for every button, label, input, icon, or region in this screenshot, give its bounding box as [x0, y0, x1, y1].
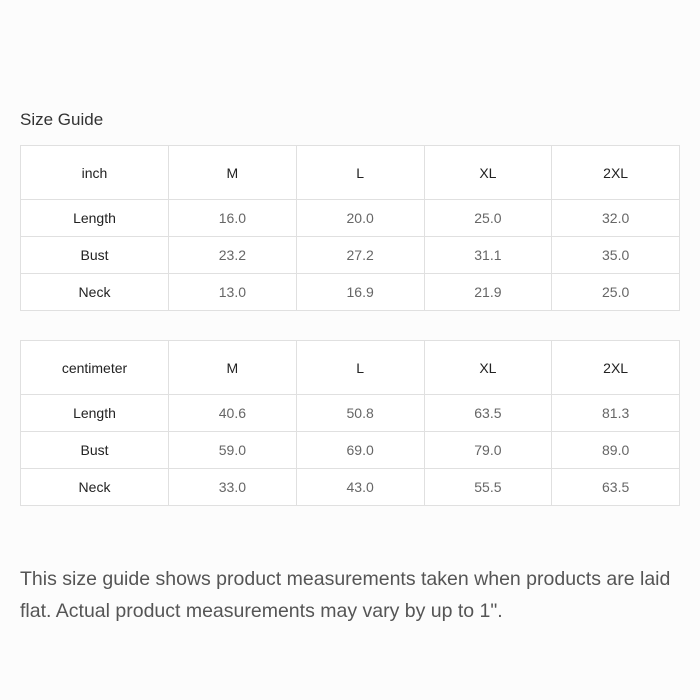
unit-header: inch	[20, 145, 169, 200]
size-header: M	[168, 145, 297, 200]
measurement-value: 81.3	[551, 394, 680, 432]
table-row: Length 16.0 20.0 25.0 32.0	[20, 199, 680, 237]
measurement-value: 21.9	[423, 273, 553, 311]
measurement-label: Bust	[20, 236, 169, 274]
size-header: XL	[423, 340, 553, 395]
size-table-centimeter: centimeter M L XL 2XL Length 40.6 50.8 63.5 81.3 B…	[20, 340, 680, 506]
measurement-value: 16.0	[168, 199, 297, 237]
measurement-value: 13.0	[168, 273, 297, 311]
measurement-label: Neck	[20, 468, 169, 506]
measurement-value: 25.0	[423, 199, 553, 237]
measurement-value: 20.0	[295, 199, 425, 237]
measurement-label: Bust	[20, 431, 169, 469]
measurement-label: Length	[20, 394, 169, 432]
measurement-value: 55.5	[423, 468, 553, 506]
table-header-row: inch M L XL 2XL	[20, 145, 680, 200]
measurement-value: 69.0	[295, 431, 425, 469]
table-row: Bust 59.0 69.0 79.0 89.0	[20, 431, 680, 469]
measurement-label: Neck	[20, 273, 169, 311]
size-header: M	[168, 340, 297, 395]
size-guide-note: This size guide shows product measuremen…	[20, 568, 671, 622]
measurement-value: 16.9	[295, 273, 425, 311]
measurement-value: 79.0	[423, 431, 553, 469]
measurement-value: 31.1	[423, 236, 553, 274]
measurement-value: 59.0	[168, 431, 297, 469]
size-header: L	[295, 145, 425, 200]
table-row: Length 40.6 50.8 63.5 81.3	[20, 394, 680, 432]
size-table-inch: inch M L XL 2XL Length 16.0 20.0 25.0 32.0 Bust 23.…	[20, 145, 680, 311]
size-header: 2XL	[551, 340, 680, 395]
measurement-value: 25.0	[551, 273, 680, 311]
size-header: L	[295, 340, 425, 395]
measurement-value: 27.2	[295, 236, 425, 274]
measurement-value: 43.0	[295, 468, 425, 506]
table-row: Neck 33.0 43.0 55.5 63.5	[20, 468, 680, 506]
size-header: XL	[423, 145, 553, 200]
size-header: 2XL	[551, 145, 680, 200]
measurement-value: 33.0	[168, 468, 297, 506]
measurement-value: 32.0	[551, 199, 680, 237]
measurement-value: 63.5	[423, 394, 553, 432]
table-row: Bust 23.2 27.2 31.1 35.0	[20, 236, 680, 274]
measurement-value: 89.0	[551, 431, 680, 469]
measurement-value: 23.2	[168, 236, 297, 274]
measurement-value: 35.0	[551, 236, 680, 274]
measurement-value: 40.6	[168, 394, 297, 432]
unit-header: centimeter	[20, 340, 169, 395]
measurement-value: 63.5	[551, 468, 680, 506]
page-title: Size Guide	[20, 110, 104, 129]
table-row: Neck 13.0 16.9 21.9 25.0	[20, 273, 680, 311]
measurement-value: 50.8	[295, 394, 425, 432]
table-header-row: centimeter M L XL 2XL	[20, 340, 680, 395]
measurement-label: Length	[20, 199, 169, 237]
